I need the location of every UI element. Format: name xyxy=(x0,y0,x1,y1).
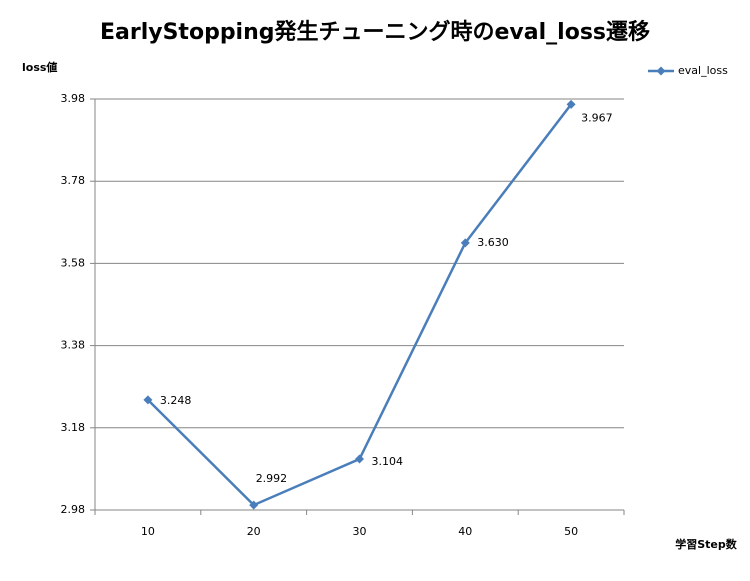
y-tick-label: 3.18 xyxy=(61,421,86,434)
legend-marker xyxy=(656,66,666,76)
y-tick-label: 3.58 xyxy=(61,256,86,269)
data-point xyxy=(566,99,576,109)
y-tick-label: 3.98 xyxy=(61,92,86,105)
series-line xyxy=(147,103,573,507)
y-tick-label: 3.38 xyxy=(61,339,86,352)
data-label: 3.967 xyxy=(581,111,613,124)
x-tick-label: 50 xyxy=(564,525,578,538)
data-label: 3.630 xyxy=(477,236,509,249)
x-tick-label: 20 xyxy=(247,525,261,538)
data-point xyxy=(143,395,153,405)
y-tick-label: 2.98 xyxy=(61,503,86,516)
data-label: 2.992 xyxy=(256,472,288,485)
x-tick-label: 40 xyxy=(458,525,472,538)
data-label: 3.104 xyxy=(372,455,404,468)
x-tick-label: 10 xyxy=(141,525,155,538)
x-tick-label: 30 xyxy=(353,525,367,538)
y-axis-title: loss値 xyxy=(22,60,57,74)
chart-title: EarlyStopping発生チューニング時のeval_loss遷移 xyxy=(100,19,650,45)
y-tick-label: 3.78 xyxy=(61,174,86,187)
data-point xyxy=(249,500,259,510)
x-axis-title: 学習Step数 xyxy=(675,537,738,551)
data-point xyxy=(460,238,470,248)
data-point xyxy=(355,454,364,464)
legend-label: eval_loss xyxy=(678,64,728,77)
data-label: 3.248 xyxy=(160,394,192,407)
